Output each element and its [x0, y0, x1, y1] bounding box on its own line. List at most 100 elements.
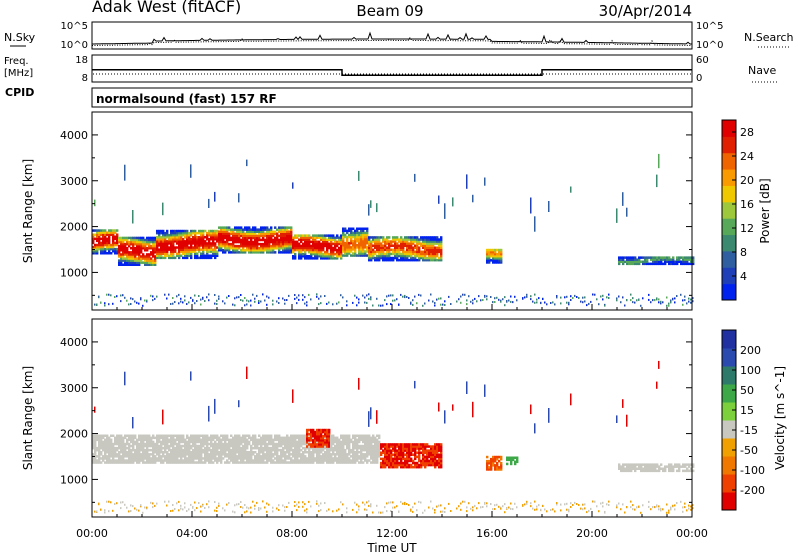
power-cell — [358, 233, 361, 237]
power-cell — [224, 247, 227, 250]
power-cell — [244, 240, 247, 244]
velocity-cell — [248, 436, 251, 440]
velocity-cell — [288, 455, 291, 458]
velocity-cell — [312, 443, 315, 446]
power-cell — [342, 246, 345, 249]
velocity-cell — [342, 444, 345, 448]
velocity-cell — [388, 461, 391, 465]
velocity-cell — [144, 453, 147, 456]
power-cell — [312, 240, 315, 244]
power-cell — [136, 257, 139, 260]
velocity-cell — [298, 451, 301, 454]
velocity-cell — [288, 453, 291, 456]
colorbar-swatch — [722, 120, 736, 137]
velocity-cell — [434, 465, 437, 469]
velocity-cell — [152, 436, 155, 440]
velocity-cell — [356, 446, 359, 450]
power-cell — [382, 238, 385, 241]
power-cell — [224, 234, 227, 238]
velocity-cell — [146, 440, 149, 444]
power-cell — [368, 238, 371, 241]
power-cell — [202, 238, 205, 241]
velocity-cell — [242, 444, 245, 448]
velocity-cell — [422, 449, 425, 452]
velocity-cell — [316, 437, 319, 440]
power-cell — [286, 226, 289, 229]
velocity-cell — [276, 453, 279, 456]
velocity-cell — [208, 500, 210, 503]
velocity-cell — [240, 459, 243, 462]
velocity-cell — [346, 459, 349, 462]
velocity-cell — [308, 446, 311, 450]
velocity-cell — [318, 435, 321, 438]
power-cell — [156, 250, 159, 253]
velocity-cell — [310, 457, 313, 460]
power-cell — [170, 250, 173, 253]
power-cell — [108, 231, 111, 234]
power-cell — [294, 242, 297, 246]
power-cell — [402, 295, 404, 298]
power-cell — [292, 238, 295, 241]
velocity-cell — [288, 451, 291, 454]
velocity-cell — [272, 442, 275, 446]
velocity-cell — [278, 444, 281, 448]
velocity-cell — [438, 463, 441, 467]
velocity-cell — [262, 442, 265, 446]
power-cell — [164, 236, 167, 239]
velocity-cell — [238, 438, 241, 442]
velocity-cell — [354, 453, 357, 456]
velocity-cell — [194, 440, 197, 444]
velocity-cell — [266, 502, 268, 505]
velocity-cell — [332, 434, 335, 437]
velocity-cell — [266, 451, 269, 454]
power-cell — [200, 244, 203, 247]
velocity-cell — [208, 442, 211, 446]
power-cell — [568, 301, 570, 304]
power-cell — [186, 242, 189, 245]
power-cell — [434, 302, 436, 304]
velocity-cell — [316, 461, 319, 464]
velocity-cell — [314, 441, 317, 444]
velocity-cell — [282, 459, 285, 462]
power-cell — [630, 258, 633, 261]
power-cell — [210, 244, 213, 247]
power-cell — [260, 251, 263, 254]
velocity-cell — [274, 446, 277, 450]
power-cell — [176, 240, 179, 243]
power-cell — [304, 296, 306, 299]
velocity-cell — [336, 457, 339, 460]
velocity-cell — [308, 448, 311, 452]
power-cell — [596, 298, 598, 301]
velocity-cell — [308, 432, 311, 436]
velocity-cell — [152, 457, 155, 460]
power-cell — [314, 255, 317, 258]
power-cell — [112, 247, 115, 251]
velocity-cell — [114, 451, 117, 454]
power-cell — [310, 244, 313, 248]
power-cell — [244, 251, 247, 254]
velocity-cell — [170, 453, 173, 456]
power-cell — [460, 301, 462, 304]
power-cell — [92, 233, 95, 236]
velocity-cell — [372, 455, 375, 458]
power-cell — [336, 255, 339, 258]
power-cell — [242, 240, 245, 244]
velocity-cell — [270, 446, 273, 450]
power-cell — [388, 242, 391, 245]
velocity-cell — [294, 501, 296, 503]
power-cell — [268, 228, 271, 231]
velocity-cell — [346, 507, 348, 510]
velocity-cell — [206, 453, 209, 456]
velocity-cell — [376, 453, 379, 456]
power-cell — [668, 260, 671, 263]
velocity-cell — [210, 461, 213, 464]
power-cell — [406, 238, 409, 241]
velocity-cell — [430, 451, 433, 454]
velocity-cell — [200, 440, 203, 444]
velocity-cell — [298, 501, 300, 504]
power-cell — [410, 238, 413, 241]
velocity-cell — [330, 457, 333, 460]
power-cell — [122, 257, 125, 260]
power-cell — [180, 240, 183, 243]
velocity-cell — [178, 459, 181, 462]
